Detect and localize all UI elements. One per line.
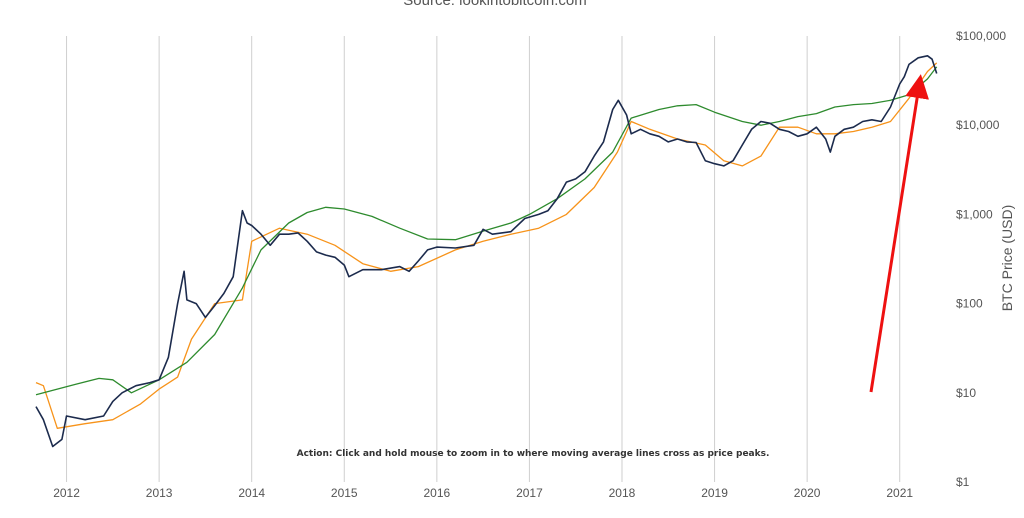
x-axis-ticks: 2012 2013 2014 2015 2016 2017 2018 2019 2020 2021 [53,486,913,500]
series-lines [35,54,938,448]
y-tick-label: $10,000 [956,118,1000,132]
short-moving-average-line [35,62,938,429]
y-tick-label: $100,000 [956,29,1006,43]
x-tick-label: 2017 [516,486,543,500]
x-tick-label: 2015 [331,486,358,500]
y-axis-ticks: $1 $10 $100 $1,000 $10,000 $100,000 [956,29,1006,489]
red-arrow-annotation [869,74,929,393]
y-axis-label: BTC Price (USD) [999,205,1015,312]
y-tick-label: $100 [956,297,983,311]
x-tick-label: 2021 [886,486,913,500]
x-tick-label: 2020 [794,486,821,500]
chart-annotation: Action: Click and hold mouse to zoom in … [297,449,770,459]
source-caption: Source: lookintobitcoin.com [403,0,587,9]
vertical-gridlines [66,36,901,482]
y-tick-label: $10 [956,386,976,400]
y-tick-label: $1 [956,475,970,489]
x-tick-label: 2018 [609,486,636,500]
btc-price-line [35,54,938,448]
x-tick-label: 2019 [701,486,728,500]
y-tick-label: $1,000 [956,207,993,221]
x-tick-label: 2012 [53,486,80,500]
long-moving-average-line [35,66,938,396]
x-tick-label: 2013 [146,486,173,500]
x-tick-label: 2016 [423,486,450,500]
x-tick-label: 2014 [238,486,265,500]
